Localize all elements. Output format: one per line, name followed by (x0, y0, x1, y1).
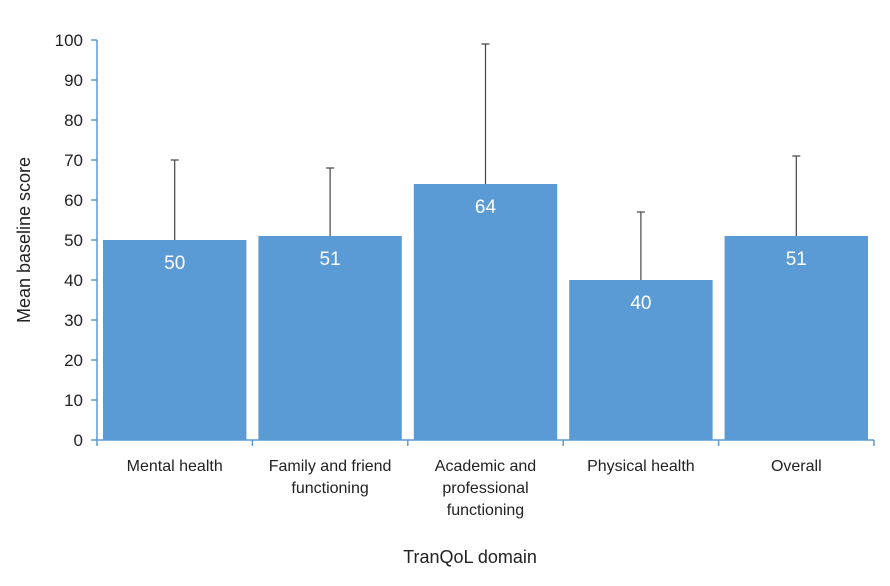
axes (96, 40, 874, 441)
data-labels: 50 51 64 40 51 (164, 197, 807, 314)
y-tick-label: 80 (64, 111, 83, 130)
data-label: 40 (630, 293, 651, 314)
y-tick-label: 20 (64, 351, 83, 370)
y-axis-ticks: 0 10 20 30 40 50 60 70 80 90 100 (55, 31, 97, 450)
data-label: 51 (786, 249, 807, 270)
category-label: Overall (771, 458, 822, 475)
category-label: Physical health (587, 458, 695, 475)
x-axis-ticks (96, 440, 875, 446)
category-label: Academic and professional functioning (435, 458, 536, 519)
y-tick-label: 70 (64, 151, 83, 170)
bars (103, 184, 868, 440)
data-label: 64 (475, 197, 497, 218)
y-tick-label: 50 (64, 231, 83, 250)
x-axis-title: TranQoL domain (403, 547, 537, 567)
y-tick-label: 90 (64, 71, 83, 90)
y-tick-label: 60 (64, 191, 83, 210)
y-tick-label: 10 (64, 391, 83, 410)
bar (724, 236, 868, 440)
bar (569, 280, 713, 440)
category-labels: Mental health Family and friend functionin… (127, 458, 822, 519)
bar (103, 240, 247, 440)
bar (258, 236, 402, 440)
error-bars (170, 43, 801, 280)
category-label: Family and friend functioning (269, 458, 392, 497)
data-label: 51 (320, 249, 341, 270)
y-tick-label: 40 (64, 271, 83, 290)
y-tick-label: 30 (64, 311, 83, 330)
bar (413, 184, 558, 440)
category-label: Mental health (127, 458, 223, 475)
y-tick-label: 100 (55, 31, 83, 50)
data-label: 50 (164, 253, 185, 274)
y-axis-title: Mean baseline score (14, 157, 34, 323)
y-tick-label: 0 (74, 431, 83, 450)
